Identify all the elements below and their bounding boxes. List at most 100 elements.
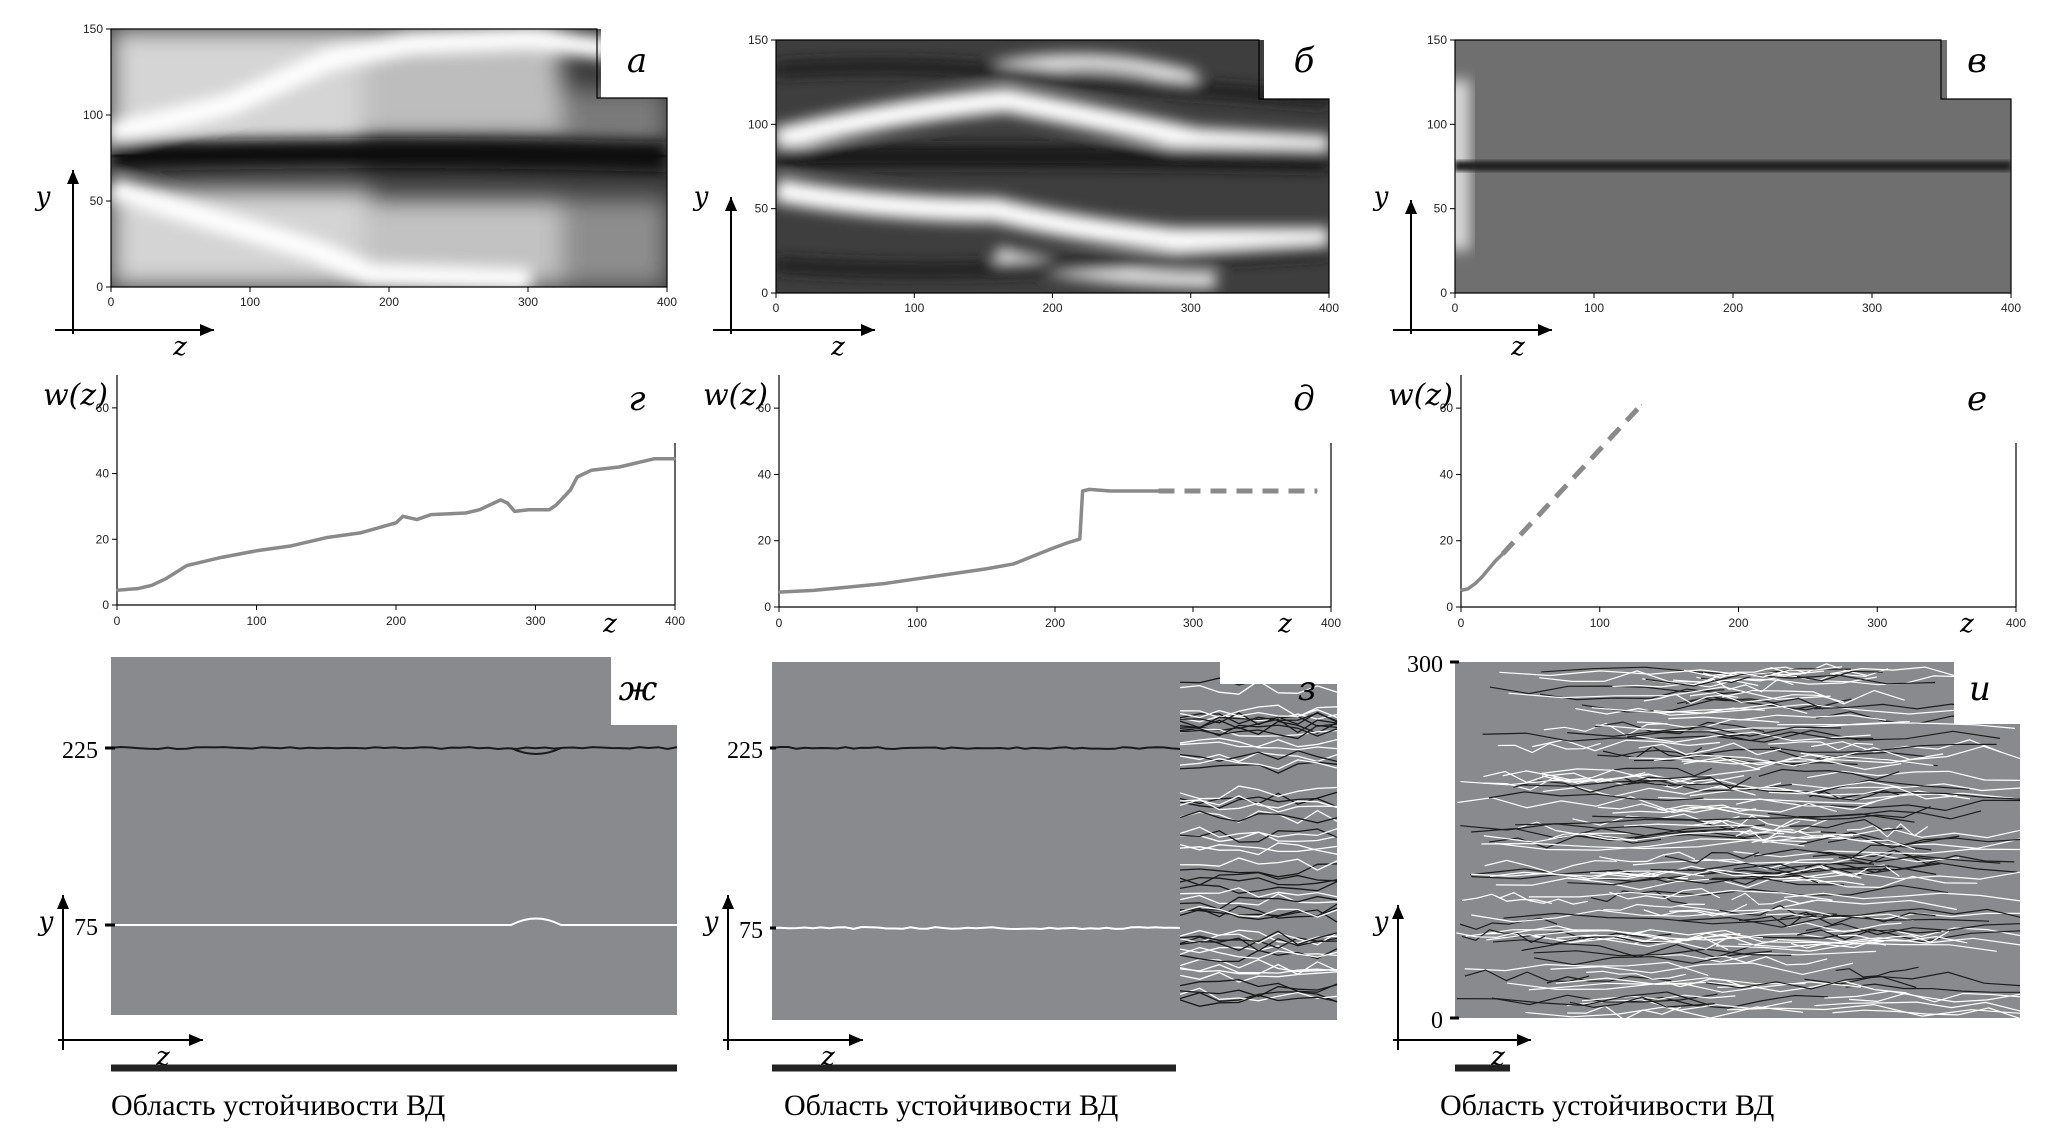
y-axis-arrowhead <box>1405 200 1417 214</box>
trajectory-chaotic <box>1807 770 2021 781</box>
x-tick-label: 100 <box>1590 616 1610 630</box>
trajectory-chaotic <box>1766 913 1914 922</box>
data-point <box>1640 404 1642 406</box>
trajectory-unstable <box>1179 750 1338 763</box>
trajectory-unstable <box>1179 984 1338 998</box>
data-point <box>1109 490 1111 492</box>
panel-b <box>776 29 1334 293</box>
y-tick-label: 40 <box>758 467 772 481</box>
x-tick-label: 200 <box>1728 616 1748 630</box>
trajectory-chaotic <box>1638 742 1782 756</box>
trajectory-chaotic <box>1569 936 1729 951</box>
trajectory-chaotic <box>1668 714 1886 721</box>
data-point <box>1502 553 1504 555</box>
trajectory-chaotic <box>1767 806 1931 821</box>
trajectory-chaotic <box>1540 768 1761 781</box>
data-point <box>507 502 509 504</box>
trajectory-unstable <box>1179 810 1338 824</box>
data-point <box>778 591 780 593</box>
trajectory-unstable <box>1179 905 1338 918</box>
data-point <box>916 578 918 580</box>
trajectory-chaotic <box>1503 912 1817 925</box>
y-tick-label: 60 <box>1440 401 1454 415</box>
data-point <box>639 461 641 463</box>
trajectory-unstable <box>1179 709 1338 719</box>
trajectory-chaotic <box>1591 703 1808 714</box>
trajectory-chaotic <box>1724 928 2021 943</box>
data-point <box>618 466 620 468</box>
trajectory-chaotic <box>1711 780 1901 794</box>
trajectory-chaotic <box>1627 776 1752 790</box>
data-point <box>1079 538 1081 540</box>
trajectory-chaotic <box>1459 917 1558 930</box>
y-axis-label: y <box>35 182 51 212</box>
data-point <box>576 476 578 478</box>
trajectory-chaotic <box>1471 869 1766 883</box>
trajectory-chaotic <box>1683 666 1843 678</box>
trajectory-chaotic <box>1489 685 1725 695</box>
y-tick-label: 0 <box>1446 600 1453 614</box>
data-point <box>402 515 404 517</box>
trajectory-chaotic <box>1768 741 1874 751</box>
data-point <box>590 469 592 471</box>
x-tick-label: 400 <box>2001 301 2021 315</box>
trajectory-chaotic <box>1823 827 2021 839</box>
stability-region-caption: Область устойчивости ВД <box>784 1089 1118 1122</box>
trajectory-chaotic <box>1810 739 2002 753</box>
trajectory-chaotic <box>1689 691 1845 703</box>
w-axis-label: w(z) <box>703 378 768 413</box>
trajectory-chaotic <box>1845 983 2021 993</box>
data-point <box>325 537 327 539</box>
y-axis-label: y <box>1373 182 1389 212</box>
z-axis-arrowhead <box>849 1034 863 1046</box>
trajectory-chaotic <box>1664 851 1760 864</box>
data-point <box>1013 563 1015 565</box>
trajectory-light <box>771 925 1181 931</box>
trajectory-chaotic <box>1727 1003 2021 1017</box>
trajectory-chaotic <box>1461 893 1553 904</box>
trajectory-chaotic <box>1738 937 2021 948</box>
trajectory-chaotic <box>1790 941 1886 949</box>
y-tick-label: 100 <box>1427 117 1447 131</box>
data-point <box>1474 583 1476 585</box>
y-axis-arrowhead <box>57 895 69 909</box>
trajectory-chaotic <box>1567 725 1841 738</box>
trajectory-chaotic <box>1764 663 1889 677</box>
trajectory-chaotic <box>1539 670 1735 683</box>
y-tick-label: 50 <box>1434 202 1448 216</box>
trajectory-chaotic <box>1828 836 2021 849</box>
y-tick-label: 150 <box>83 22 103 36</box>
trajectory-unstable <box>1179 704 1338 719</box>
trajectory-chaotic <box>1533 948 1792 957</box>
trajectory-unstable <box>1179 712 1338 725</box>
trajectory-unstable <box>1179 796 1338 809</box>
panel-b-axes: 0 100 200 300 400 0 50 100 150 z y б <box>693 33 1340 362</box>
trajectory-chaotic <box>1805 923 2021 936</box>
data-point <box>653 458 655 460</box>
trajectory-field <box>111 657 677 1015</box>
trajectory-chaotic <box>1594 721 1765 735</box>
z-axis-label: z <box>602 609 617 639</box>
trajectory-chaotic <box>1543 722 1668 737</box>
trajectory-chaotic <box>1778 871 2021 880</box>
w-axis-label: w(z) <box>1388 378 1453 413</box>
x-tick-label: 300 <box>525 614 545 628</box>
trajectory-unstable <box>1179 826 1338 838</box>
trajectory-chaotic <box>1590 868 1840 880</box>
trajectory-chaotic <box>1780 911 1936 926</box>
data-point <box>1467 588 1469 590</box>
trajectory-chaotic <box>1822 927 2021 938</box>
y-tick-label: 20 <box>758 534 772 548</box>
trajectory-chaotic <box>1528 982 1762 993</box>
y-tick-label: 0 <box>96 280 103 294</box>
trajectory-chaotic <box>1705 955 1828 966</box>
x-tick-label: 300 <box>1867 616 1887 630</box>
trajectory-chaotic <box>1513 780 1667 793</box>
trajectory-unstable <box>1179 895 1338 910</box>
trajectory-chaotic <box>1731 892 1814 905</box>
trajectory-chaotic <box>1789 818 1903 832</box>
trajectory-chaotic <box>1534 950 1772 966</box>
panel-letter: е <box>1967 379 1987 419</box>
x-tick-label: 300 <box>1862 301 1882 315</box>
y-axis-arrowhead <box>722 895 734 909</box>
